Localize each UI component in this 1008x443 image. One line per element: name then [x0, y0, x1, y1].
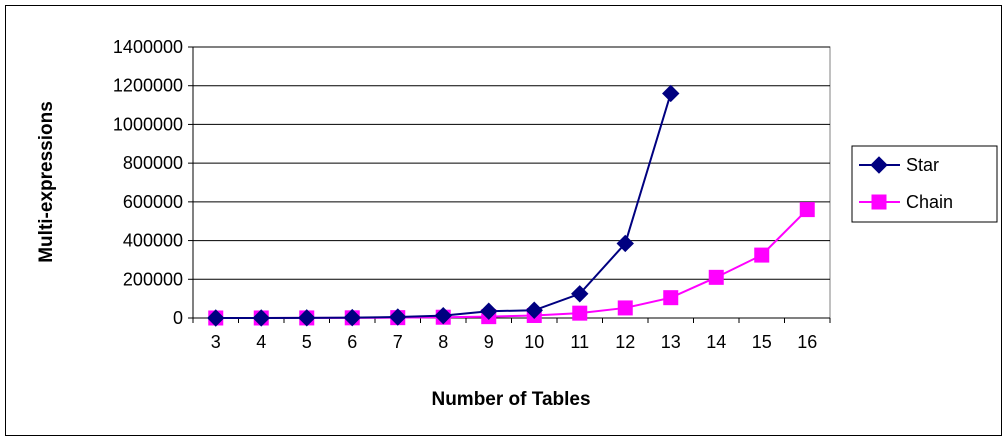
star-point: [389, 308, 407, 326]
x-tick-label: 4: [256, 332, 266, 352]
series-group: [207, 84, 815, 327]
y-tick-label: 600000: [123, 192, 183, 212]
x-tick-label: 11: [570, 332, 589, 352]
star-point: [662, 84, 680, 103]
x-tick-label: 8: [438, 332, 448, 352]
y-tick-label: 1000000: [113, 114, 183, 134]
star-point: [343, 308, 361, 327]
y-tick-label: 0: [173, 308, 183, 328]
x-axis: 3 4 5 6 7 8 9 10 11 12 13 14 15 16: [192, 317, 831, 352]
star-point: [298, 309, 316, 327]
x-tick-label: 5: [302, 332, 312, 352]
x-tick-label: 10: [524, 332, 544, 352]
y-tick-label: 200000: [123, 269, 183, 289]
plot-area: [192, 46, 831, 319]
series-star: [207, 84, 680, 327]
star-point: [252, 309, 270, 327]
star-point: [480, 302, 498, 320]
chain-point: [708, 269, 724, 285]
star-point: [571, 285, 589, 303]
star-point: [616, 234, 634, 253]
gridlines: [193, 46, 830, 280]
chain-point: [663, 290, 679, 306]
x-tick-label: 3: [211, 332, 221, 352]
legend-marker-star: [870, 156, 888, 174]
x-tick-label: 7: [393, 332, 403, 352]
y-tick-label: 1400000: [113, 37, 183, 57]
y-tick-label: 800000: [123, 153, 183, 173]
x-tick-label: 15: [752, 332, 772, 352]
x-tick-label: 12: [615, 332, 635, 352]
x-axis-title: Number of Tables: [431, 389, 590, 410]
y-tick-label: 400000: [123, 231, 183, 251]
legend-label-chain: Chain: [906, 192, 953, 212]
star-point: [434, 306, 452, 325]
y-axis-title: Multi-expressions: [36, 101, 57, 263]
chain-point: [617, 300, 633, 316]
x-tick-label: 9: [484, 332, 494, 352]
y-tick-label: 1200000: [113, 76, 183, 96]
chain-point: [572, 305, 588, 321]
x-tick-label: 14: [706, 332, 726, 352]
legend-marker-chain: [871, 194, 887, 210]
star-point: [525, 301, 543, 319]
chain-point: [754, 247, 770, 263]
x-tick-label: 6: [347, 332, 357, 352]
y-axis: 0 200000 400000 600000 800000 1000000 1200000 1…: [113, 37, 194, 328]
chain-point: [799, 202, 815, 218]
x-tick-label: 13: [661, 332, 681, 352]
x-tick-label: 16: [797, 332, 817, 352]
legend: Star Chain: [851, 145, 998, 223]
star-point: [207, 309, 225, 327]
legend-label-star: Star: [906, 155, 939, 175]
